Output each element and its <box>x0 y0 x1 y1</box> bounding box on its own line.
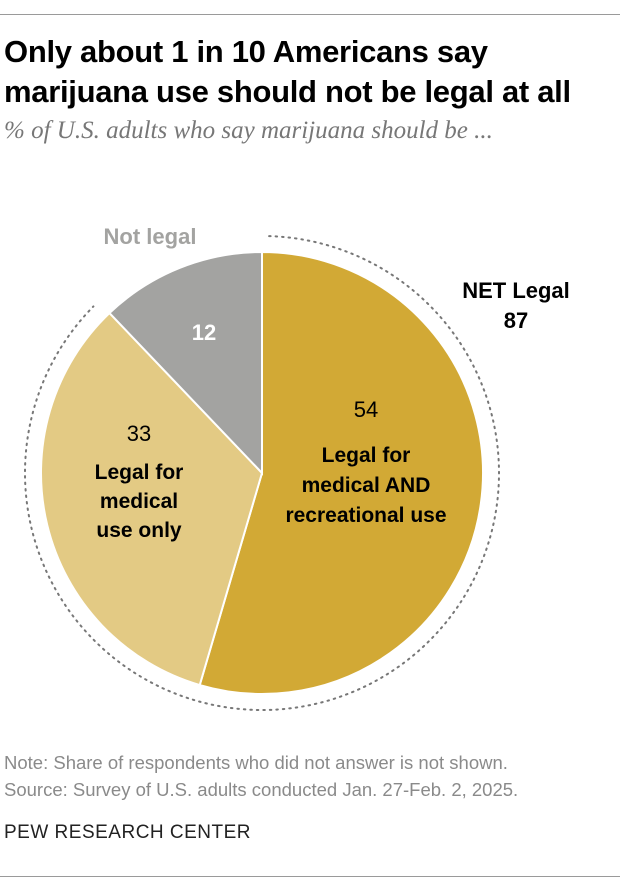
chart-subtitle: % of U.S. adults who say marijuana shoul… <box>4 117 493 144</box>
net-legal-value: 87 <box>504 308 528 333</box>
slice-label-legal-both: Legal for <box>322 444 411 467</box>
source-text: Source: Survey of U.S. adults conducted … <box>4 779 519 800</box>
slice-value-medical-only: 33 <box>127 421 151 446</box>
slice-label-not-legal: Not legal <box>104 224 197 249</box>
top-rule <box>0 14 620 15</box>
slice-value-not-legal: 12 <box>192 320 216 345</box>
slice-label-legal-both: recreational use <box>285 504 446 527</box>
pie-chart: 54 Legal for medical AND recreational use 33… <box>24 224 570 711</box>
net-legal-bracket-arc <box>24 235 500 711</box>
pie-slice-1 <box>198 250 484 695</box>
chart-title: Only about 1 in 10 Americans say marijua… <box>4 34 571 109</box>
slice-label-medical-only: medical <box>100 490 178 513</box>
brand-name: PEW RESEARCH CENTER <box>4 822 252 843</box>
slice-value-legal-both: 54 <box>354 397 378 422</box>
net-legal-label: NET Legal <box>462 278 570 303</box>
note-text: Note: Share of respondents who did not a… <box>4 752 508 773</box>
slice-label-medical-only: Legal for <box>95 461 184 484</box>
bottom-rule <box>0 876 620 877</box>
slice-label-legal-both: medical AND <box>302 474 431 497</box>
slice-label-medical-only: use only <box>96 519 182 542</box>
pie-slice-2 <box>40 311 264 687</box>
pie-slice-3 <box>108 250 263 476</box>
